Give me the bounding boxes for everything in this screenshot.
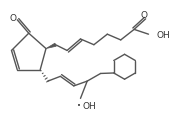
- Text: •: •: [77, 103, 81, 109]
- Text: O: O: [140, 11, 147, 20]
- Text: O: O: [10, 14, 17, 23]
- Polygon shape: [46, 43, 56, 49]
- Text: OH: OH: [156, 31, 170, 40]
- Text: OH: OH: [82, 102, 96, 112]
